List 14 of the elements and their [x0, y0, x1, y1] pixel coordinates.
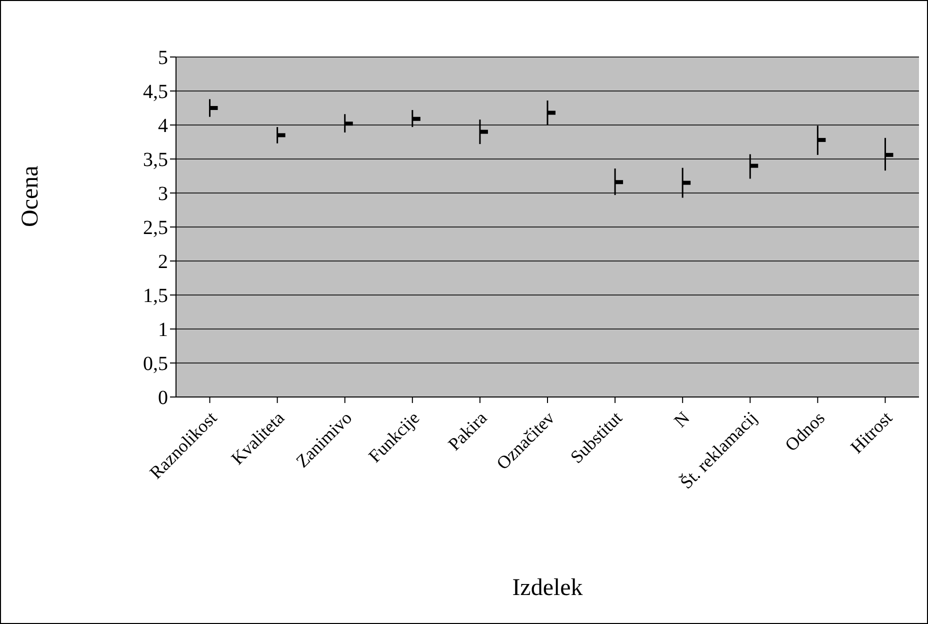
y-tick-label: 3,5	[143, 149, 168, 172]
y-tick-label: 2,5	[143, 217, 168, 240]
y-tick-label: 0,5	[143, 353, 168, 376]
y-tick-label: 3	[158, 183, 168, 206]
y-tick-label: 0	[158, 387, 168, 410]
y-tick-label: 4	[158, 115, 168, 138]
y-tick-label: 1,5	[143, 285, 168, 308]
y-axis-title: Ocena	[18, 165, 44, 227]
y-tick-label: 5	[158, 47, 168, 70]
x-tick-label: N	[670, 408, 694, 432]
y-tick-label: 2	[158, 251, 168, 274]
x-axis-title: Izdelek	[512, 575, 583, 601]
y-tick-label: 1	[158, 319, 168, 342]
y-tick-label: 4,5	[143, 81, 168, 104]
